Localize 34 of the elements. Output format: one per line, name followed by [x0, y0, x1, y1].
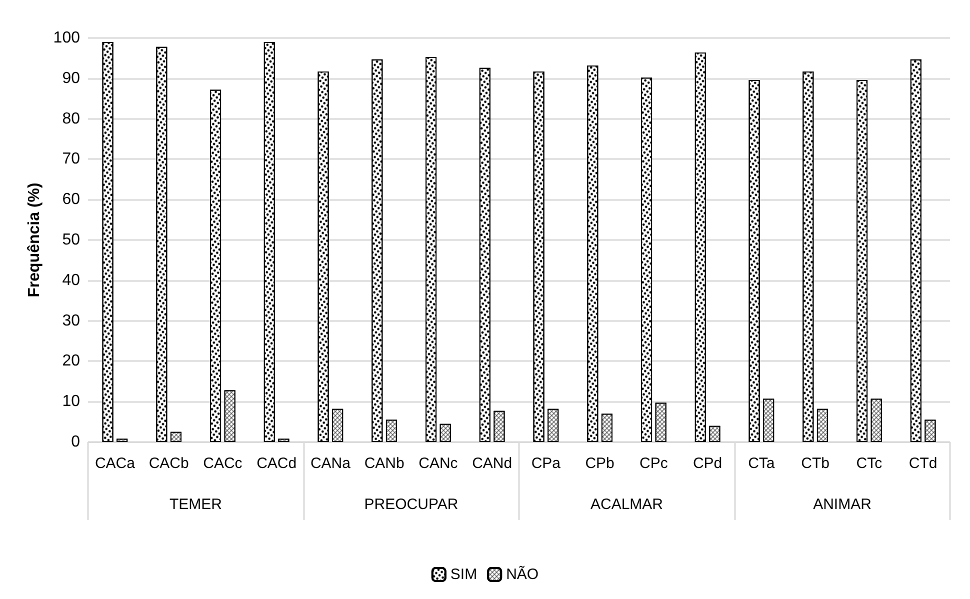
- y-tick-label: 90: [62, 70, 80, 87]
- x-tick-label: CANc: [418, 455, 458, 472]
- legend-label: SIM: [450, 566, 478, 583]
- text: PREOCUPAR: [364, 496, 458, 513]
- text: ACALMAR: [590, 496, 664, 513]
- x-tick-label: CPb: [585, 455, 614, 472]
- x-tick-label: CACc: [203, 455, 243, 472]
- x-tick-label: CPa: [531, 455, 562, 472]
- x-tick-label: CPc: [640, 455, 668, 472]
- x-tick-label: CACd: [256, 455, 297, 472]
- y-tick-label: 50: [62, 232, 80, 248]
- y-tick-label: 70: [62, 150, 80, 168]
- x-tick-label: CPd: [692, 455, 722, 472]
- text: ANIMAR: [813, 496, 872, 513]
- x-tick-label: CTa: [748, 455, 776, 472]
- x-tick-label: CTd: [908, 455, 938, 472]
- x-tick-label: CANb: [364, 455, 404, 472]
- y-axis-title: Frequência (%): [26, 182, 43, 298]
- x-tick-label: CANd: [472, 455, 512, 472]
- x-tick-label: CTb: [801, 455, 830, 472]
- legend-label: NÃO: [506, 565, 539, 583]
- y-tick-label: 0: [71, 434, 80, 450]
- text: TEMER: [170, 496, 222, 513]
- y-tick-label: 40: [62, 272, 80, 289]
- y-tick-label: 100: [53, 30, 80, 46]
- y-tick-label: 80: [62, 110, 80, 128]
- x-tick-label: CANa: [310, 455, 352, 472]
- x-tick-label: CTc: [856, 455, 883, 472]
- x-tick-label: CACb: [148, 455, 189, 472]
- y-tick-label: 60: [62, 191, 80, 208]
- y-tick-label: 10: [62, 393, 80, 410]
- x-tick-label: CACa: [94, 455, 136, 472]
- y-tick-label: 30: [62, 312, 80, 330]
- y-tick-label: 20: [62, 352, 80, 370]
